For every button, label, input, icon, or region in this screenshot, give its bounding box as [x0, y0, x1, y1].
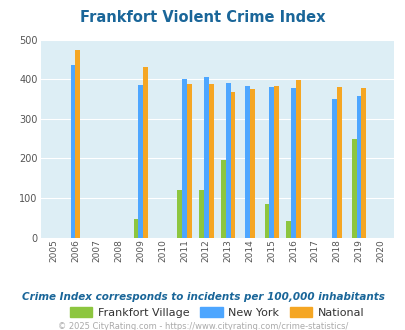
- Bar: [208, 84, 213, 238]
- Bar: [75, 50, 80, 238]
- Bar: [138, 85, 143, 238]
- Bar: [336, 87, 341, 238]
- Bar: [203, 77, 208, 238]
- Bar: [273, 86, 278, 238]
- Legend: Frankfort Village, New York, National: Frankfort Village, New York, National: [65, 303, 368, 322]
- Bar: [177, 190, 182, 238]
- Bar: [290, 88, 295, 238]
- Bar: [220, 160, 225, 238]
- Bar: [133, 219, 138, 238]
- Bar: [295, 81, 300, 238]
- Bar: [264, 204, 269, 238]
- Bar: [286, 220, 290, 238]
- Bar: [360, 87, 365, 238]
- Text: © 2025 CityRating.com - https://www.cityrating.com/crime-statistics/: © 2025 CityRating.com - https://www.city…: [58, 322, 347, 330]
- Bar: [225, 83, 230, 238]
- Bar: [351, 139, 356, 238]
- Bar: [249, 89, 254, 238]
- Bar: [182, 79, 186, 238]
- Bar: [230, 92, 235, 238]
- Bar: [269, 87, 273, 238]
- Bar: [356, 96, 360, 238]
- Bar: [198, 190, 203, 238]
- Text: Frankfort Violent Crime Index: Frankfort Violent Crime Index: [80, 10, 325, 25]
- Bar: [70, 65, 75, 238]
- Bar: [186, 84, 191, 238]
- Bar: [332, 99, 336, 238]
- Bar: [143, 67, 148, 238]
- Bar: [245, 86, 249, 238]
- Text: Crime Index corresponds to incidents per 100,000 inhabitants: Crime Index corresponds to incidents per…: [21, 292, 384, 302]
